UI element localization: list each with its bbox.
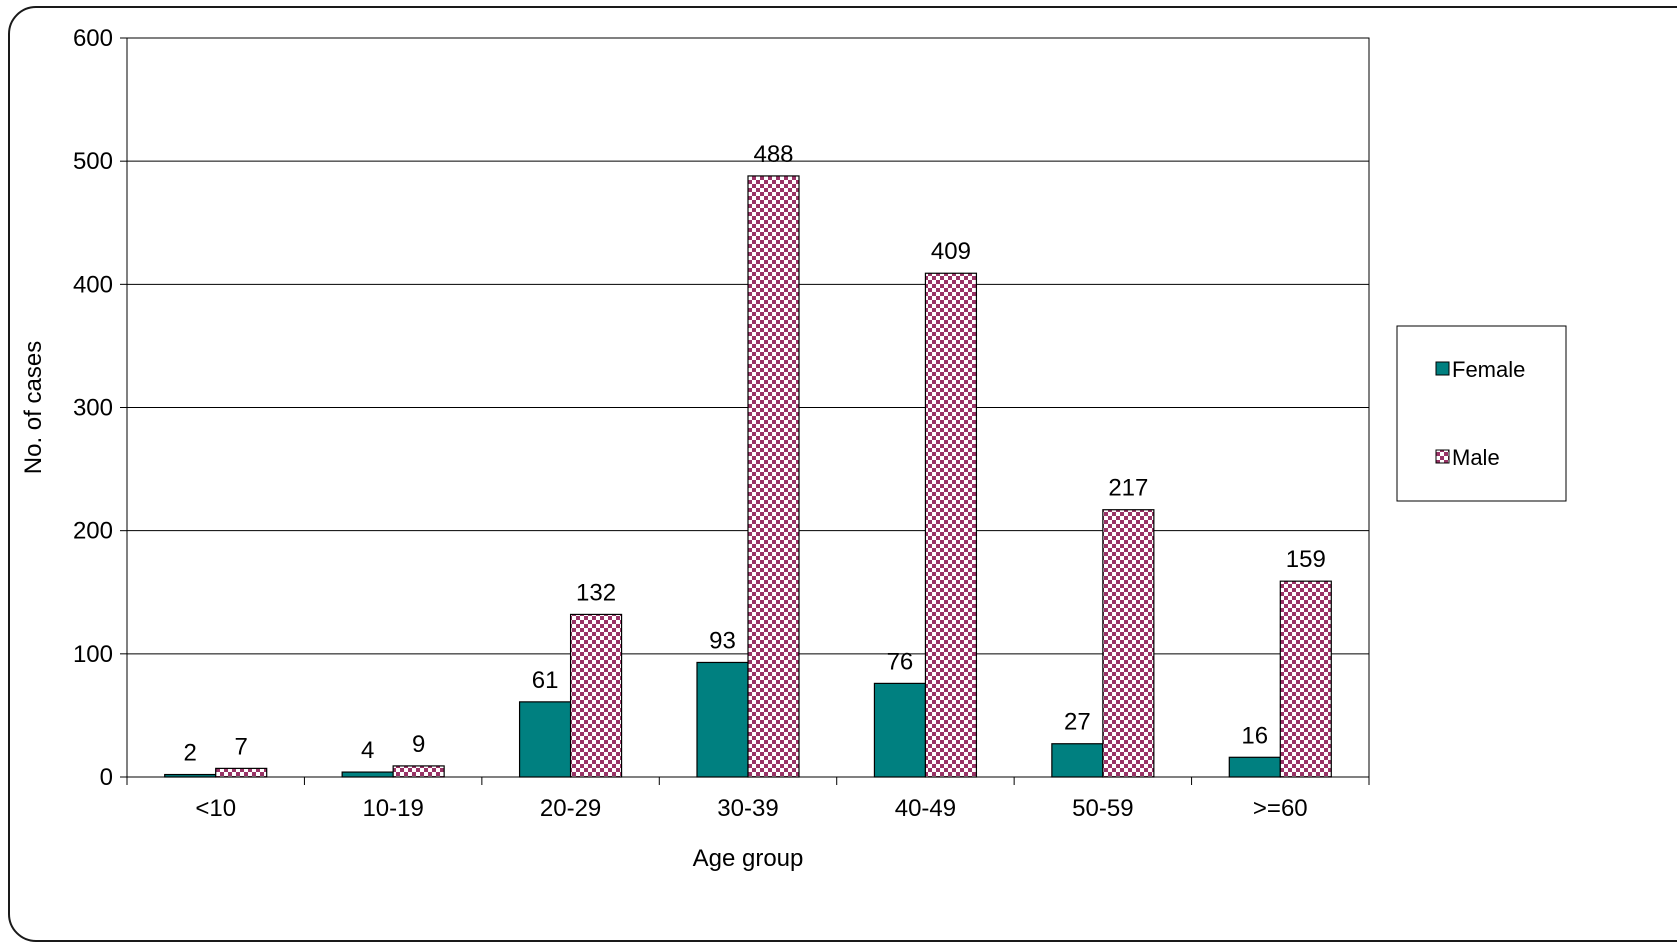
bar-male-10-19 — [392, 765, 445, 778]
legend: Female Male — [1396, 325, 1567, 502]
x-tick-labels: <10 10-19 20-29 30-39 40-49 50-59 >=60 — [195, 795, 1307, 822]
y-tick-label: 100 — [73, 641, 113, 668]
data-label-male-10-19: 9 — [412, 731, 425, 758]
data-label-female-40-49: 76 — [887, 648, 914, 675]
data-label-male-30-39: 488 — [753, 141, 793, 168]
bar-male-50-59 — [1102, 509, 1155, 778]
bar-male-10 — [215, 767, 268, 778]
y-tick-label: 400 — [73, 271, 113, 298]
data-label-female-60: 16 — [1241, 722, 1268, 749]
y-tick-label: 500 — [73, 148, 113, 175]
data-label-male-10: 7 — [235, 733, 248, 760]
legend-box — [1396, 325, 1567, 502]
bar-female-10-19 — [341, 771, 394, 778]
bars — [164, 175, 1332, 778]
legend-label-female: Female — [1452, 357, 1525, 382]
data-label-female-10-19: 4 — [361, 737, 374, 764]
bar-female-40-49 — [873, 682, 927, 778]
x-tick-label-20-29: 20-29 — [540, 795, 601, 822]
data-label-male-50-59: 217 — [1108, 475, 1148, 502]
x-tick-label-10: <10 — [195, 795, 236, 822]
x-tick-label-60: >=60 — [1253, 795, 1308, 822]
y-axis-title: No. of cases — [20, 341, 47, 474]
bar-female-50-59 — [1051, 743, 1104, 778]
x-axis-title: Age group — [693, 845, 804, 872]
legend-swatch-male — [1435, 449, 1450, 464]
data-label-male-60: 159 — [1286, 546, 1326, 573]
bar-male-40-49 — [924, 272, 978, 778]
data-label-female-50-59: 27 — [1064, 709, 1091, 736]
data-label-female-20-29: 61 — [532, 667, 559, 694]
x-tick-label-30-39: 30-39 — [717, 795, 778, 822]
legend-swatch-female — [1435, 361, 1450, 376]
bar-male-60 — [1279, 580, 1332, 778]
x-tick-label-10-19: 10-19 — [362, 795, 423, 822]
data-label-female-30-39: 93 — [709, 627, 736, 654]
data-label-female-10: 2 — [184, 740, 197, 767]
bar-male-20-29 — [569, 613, 623, 778]
bar-female-60 — [1228, 756, 1281, 778]
y-tick-label: 600 — [73, 25, 113, 52]
x-tick-label-40-49: 40-49 — [895, 795, 956, 822]
bar-female-30-39 — [696, 661, 749, 778]
data-label-male-40-49: 409 — [931, 238, 971, 265]
chart-frame — [8, 6, 1677, 942]
y-tick-label: 200 — [73, 518, 113, 545]
y-tick-labels: 0 100 200 300 400 500 600 — [73, 25, 113, 791]
axes — [120, 37, 1370, 785]
bar-female-20-29 — [518, 701, 572, 778]
y-tick-label: 300 — [73, 395, 113, 422]
data-label-male-20-29: 132 — [576, 579, 616, 606]
x-tick-label-50-59: 50-59 — [1072, 795, 1133, 822]
y-tick-label: 0 — [100, 764, 113, 791]
bar-male-30-39 — [747, 175, 800, 778]
legend-label-male: Male — [1452, 445, 1500, 470]
